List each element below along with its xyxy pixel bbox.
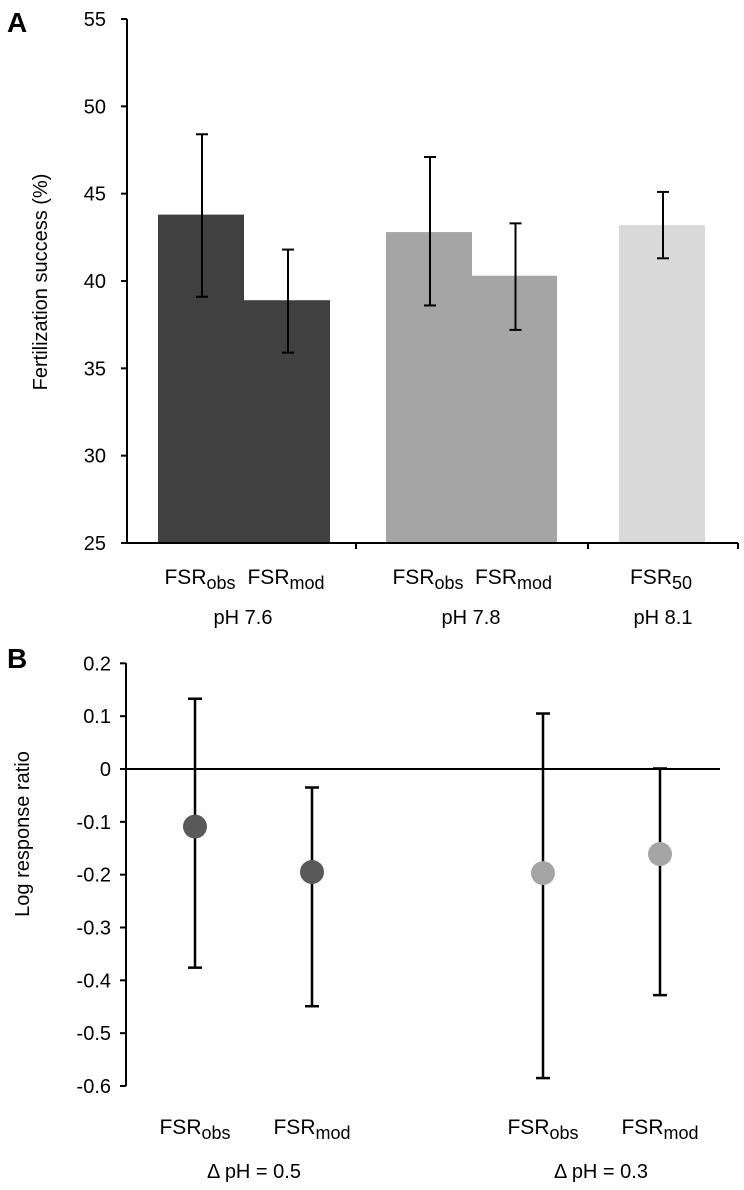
y-tick-label: 30 <box>84 446 106 468</box>
y-tick-label: 45 <box>84 184 106 206</box>
panel-b-label: B <box>7 643 27 674</box>
group-label-a-1: pH 7.8 <box>442 607 501 629</box>
y-tick-label: -0.5 <box>77 1023 111 1045</box>
y-tick-label: 25 <box>84 533 106 555</box>
group-label-b-1: Δ pH = 0.3 <box>554 1161 648 1183</box>
point-1-mod <box>300 860 324 885</box>
y-tick-label: 50 <box>84 96 106 118</box>
point-0-obs <box>183 814 207 839</box>
bar-ph-8.1-50 <box>619 225 705 543</box>
category-label-b-1-subscript: mod <box>315 1123 350 1143</box>
panel-b-y-axis-title: Log response ratio <box>12 751 34 917</box>
y-tick-label: 40 <box>84 271 106 293</box>
error-bar-1 <box>282 248 294 354</box>
panel-b-group-labels: Δ pH = 0.5 Δ pH = 0.3 <box>207 1161 648 1183</box>
category-label-b-2-subscript: obs <box>549 1123 578 1143</box>
error-bar-b-3 <box>653 767 667 997</box>
category-label-b-1-base: FSR <box>273 1116 315 1139</box>
category-label-a-2: FSRobs <box>392 566 463 593</box>
panel-b-category-labels: FSRobs FSRmod FSRobs FSRmod <box>159 1116 698 1143</box>
panel-b: B 0.2 0.1 0 -0.1 -0.2 -0.3 -0.4 -0.5 -0.6 Log re… <box>7 643 720 1183</box>
error-bar-b-1 <box>305 786 319 1008</box>
category-label-b-0-subscript: obs <box>201 1123 230 1143</box>
group-label-b-0: Δ pH = 0.5 <box>207 1161 301 1183</box>
group-label-a-2: pH 8.1 <box>634 607 693 629</box>
panel-a-label: A <box>7 7 27 38</box>
panel-b-points <box>183 814 672 886</box>
y-tick-label: -0.1 <box>77 812 111 834</box>
error-bar-3 <box>509 222 522 331</box>
panel-a-y-axis: 25 30 35 40 45 50 55 <box>84 9 739 555</box>
category-label-a-3-base: FSR <box>475 566 517 589</box>
panel-a-error-bars <box>196 133 669 354</box>
category-label-a-4-base: FSR <box>630 566 672 589</box>
y-tick-label: -0.6 <box>77 1076 111 1098</box>
category-label-a-0: FSRobs <box>164 566 235 593</box>
category-label-b-3-base: FSR <box>621 1116 663 1139</box>
category-label-a-4: FSR50 <box>630 566 692 593</box>
error-bar-4 <box>657 190 669 260</box>
category-label-b-3: FSRmod <box>621 1116 698 1143</box>
category-label-a-3: FSRmod <box>475 566 552 593</box>
panel-a-group-labels: pH 7.6 pH 7.8 pH 8.1 <box>214 607 693 629</box>
y-tick-label: -0.4 <box>77 970 111 992</box>
panel-a-bars <box>158 214 705 544</box>
y-tick-label: 55 <box>84 9 106 31</box>
category-label-b-0-base: FSR <box>159 1116 201 1139</box>
category-label-a-2-subscript: obs <box>434 573 463 593</box>
panel-b-error-bars <box>188 697 667 1080</box>
category-label-a-1-subscript: mod <box>289 573 324 593</box>
category-label-a-3-subscript: mod <box>517 573 552 593</box>
category-label-a-4-subscript: 50 <box>672 573 692 593</box>
category-label-b-3-subscript: mod <box>663 1123 698 1143</box>
panel-a: A 25 30 35 40 45 50 55 Fertilization success (… <box>7 7 739 629</box>
y-tick-label: 35 <box>84 358 106 380</box>
category-label-b-2: FSRobs <box>507 1116 578 1143</box>
point-3-mod <box>648 842 672 867</box>
category-label-a-0-subscript: obs <box>206 573 235 593</box>
y-tick-label: 0 <box>100 759 111 781</box>
y-tick-label: 0.1 <box>83 706 111 728</box>
panel-b-y-axis: 0.2 0.1 0 -0.1 -0.2 -0.3 -0.4 -0.5 -0.6 <box>77 653 127 1098</box>
category-label-b-0: FSRobs <box>159 1116 230 1143</box>
category-label-a-1: FSRmod <box>247 566 324 593</box>
error-bar-0 <box>196 133 208 298</box>
group-label-a-0: pH 7.6 <box>214 607 273 629</box>
category-label-b-2-base: FSR <box>507 1116 549 1139</box>
panel-a-category-labels: FSRobs FSRmod FSRobs FSRmod FSR50 <box>164 566 692 593</box>
y-tick-label: 0.2 <box>83 653 111 675</box>
error-bar-b-2 <box>536 712 550 1080</box>
category-label-b-1: FSRmod <box>273 1116 350 1143</box>
point-2-obs <box>531 861 555 886</box>
category-label-a-2-base: FSR <box>392 566 434 589</box>
panel-a-y-axis-title: Fertilization success (%) <box>30 174 52 391</box>
y-tick-label: -0.3 <box>77 918 111 940</box>
category-label-a-0-base: FSR <box>164 566 206 589</box>
y-tick-label: -0.2 <box>77 865 111 887</box>
error-bar-2 <box>424 155 436 307</box>
category-label-a-1-base: FSR <box>247 566 289 589</box>
